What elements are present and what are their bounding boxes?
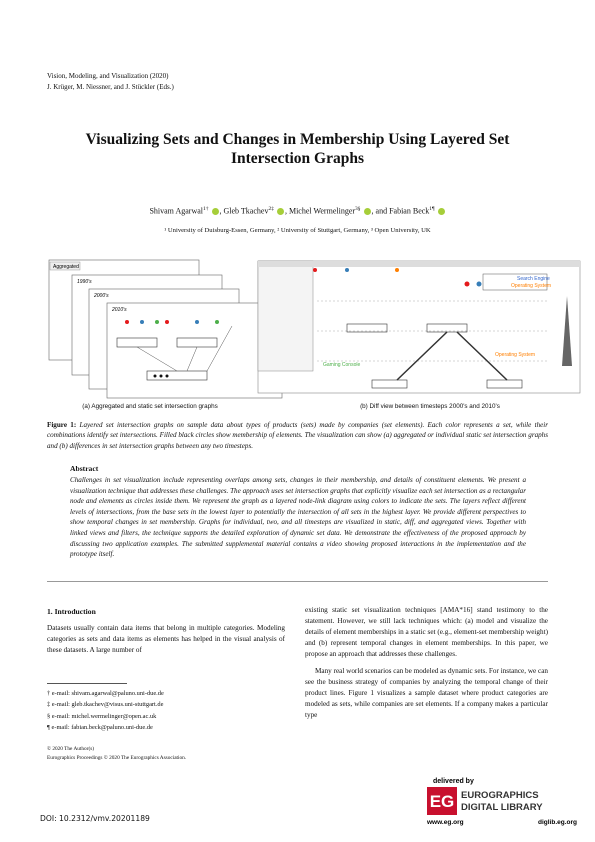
copyright: © 2020 The Author(s) Eurographics Procee… bbox=[47, 745, 186, 762]
logo-text: DIGITAL LIBRARY bbox=[461, 802, 543, 813]
orcid-icon[interactable] bbox=[211, 207, 219, 215]
logo-url: www.eg.org bbox=[426, 819, 464, 826]
set-label: Search Engine bbox=[517, 276, 550, 282]
footnote: ¶ e-mail: fabian.beck@paluno.uni-due.de bbox=[47, 723, 153, 731]
authors: Shivam Agarwal1† , Gleb Tkachev2‡ , Mich… bbox=[47, 206, 548, 216]
author-mark: 1† bbox=[203, 206, 209, 212]
editors: J. Krüger, M. Niessner, and J. Stückler … bbox=[47, 83, 174, 91]
copyright-line: Eurographics Proceedings © 2020 The Euro… bbox=[47, 754, 187, 761]
copyright-line: © 2020 The Author(s) bbox=[47, 746, 95, 752]
abstract-text: Challenges in set visualization include … bbox=[70, 476, 526, 559]
column: existing static set visualization techni… bbox=[305, 605, 548, 721]
caption-label: Figure 1: bbox=[47, 421, 77, 429]
paragraph: Datasets usually contain data items that… bbox=[47, 624, 285, 654]
author-mark: 1¶ bbox=[429, 206, 435, 212]
logo-text: EUROGRAPHICS bbox=[461, 790, 539, 801]
caption-text: Layered set intersection graphs on sampl… bbox=[47, 421, 548, 450]
doi: DOI: 10.2312/vmv.20201189 bbox=[40, 814, 150, 823]
venue: Vision, Modeling, and Visualization (202… bbox=[47, 72, 169, 80]
set-label: Gaming Console bbox=[323, 362, 360, 368]
set-label: Operating System bbox=[495, 352, 535, 358]
column: Datasets usually contain data items that… bbox=[47, 623, 285, 656]
abstract-heading: Abstract bbox=[70, 464, 99, 473]
panel-label: 2000's bbox=[93, 293, 109, 299]
footnote: ‡ e-mail: gleb.tkachev@visus.uni-stuttga… bbox=[47, 701, 164, 709]
logo-text: delivered by bbox=[433, 778, 474, 785]
teaser-figure: Aggregated 1990's 2000's 2010's Search E… bbox=[48, 259, 581, 399]
footnote: § e-mail: michel.wermelinger@open.ac.uk bbox=[47, 712, 157, 720]
footnote-rule bbox=[47, 683, 127, 684]
panel-label: Aggregated bbox=[53, 264, 79, 270]
diff-view: Search Engine Operating System Gaming Co… bbox=[257, 260, 581, 394]
author: , and Fabian Beck bbox=[371, 206, 430, 216]
footnote: † e-mail: shivam.agarwal@paluno.uni-due.… bbox=[47, 690, 164, 697]
stacked-views: Aggregated 1990's 2000's 2010's bbox=[48, 259, 283, 399]
author: Shivam Agarwal bbox=[149, 206, 203, 216]
logo-mark: EG bbox=[430, 792, 455, 811]
author: , Michel Wermelinger bbox=[284, 206, 356, 216]
panel-label: 2010's bbox=[111, 307, 127, 313]
subcaption: (a) Aggregated and static set intersecti… bbox=[82, 403, 218, 410]
orcid-icon[interactable] bbox=[437, 207, 445, 215]
orcid-icon[interactable] bbox=[276, 207, 284, 215]
panel-label: 1990's bbox=[77, 279, 92, 285]
eg-logo[interactable]: delivered by EG EUROGRAPHICS DIGITAL LIB… bbox=[425, 776, 580, 828]
footnotes: † e-mail: shivam.agarwal@paluno.uni-due.… bbox=[47, 688, 164, 733]
paragraph: existing static set visualization techni… bbox=[305, 606, 548, 658]
logo-url: diglib.eg.org bbox=[538, 819, 577, 826]
author-mark: 3§ bbox=[355, 206, 361, 212]
subcaption: (b) Diff view between timesteps 2000's a… bbox=[360, 403, 500, 410]
author-mark: 2‡ bbox=[268, 206, 274, 212]
set-label: Operating System bbox=[511, 283, 551, 289]
author: , Gleb Tkachev bbox=[219, 206, 269, 216]
paper-title: Visualizing Sets and Changes in Membersh… bbox=[85, 131, 510, 167]
section-heading: 1. Introduction bbox=[47, 607, 96, 616]
paragraph: Many real world scenarios can be modeled… bbox=[305, 667, 548, 719]
affiliations: ¹ University of Duisburg-Essen, Germany,… bbox=[164, 227, 431, 234]
rule bbox=[47, 581, 548, 582]
figure-caption: Figure 1: Layered set intersection graph… bbox=[47, 420, 548, 451]
orcid-icon[interactable] bbox=[363, 207, 371, 215]
